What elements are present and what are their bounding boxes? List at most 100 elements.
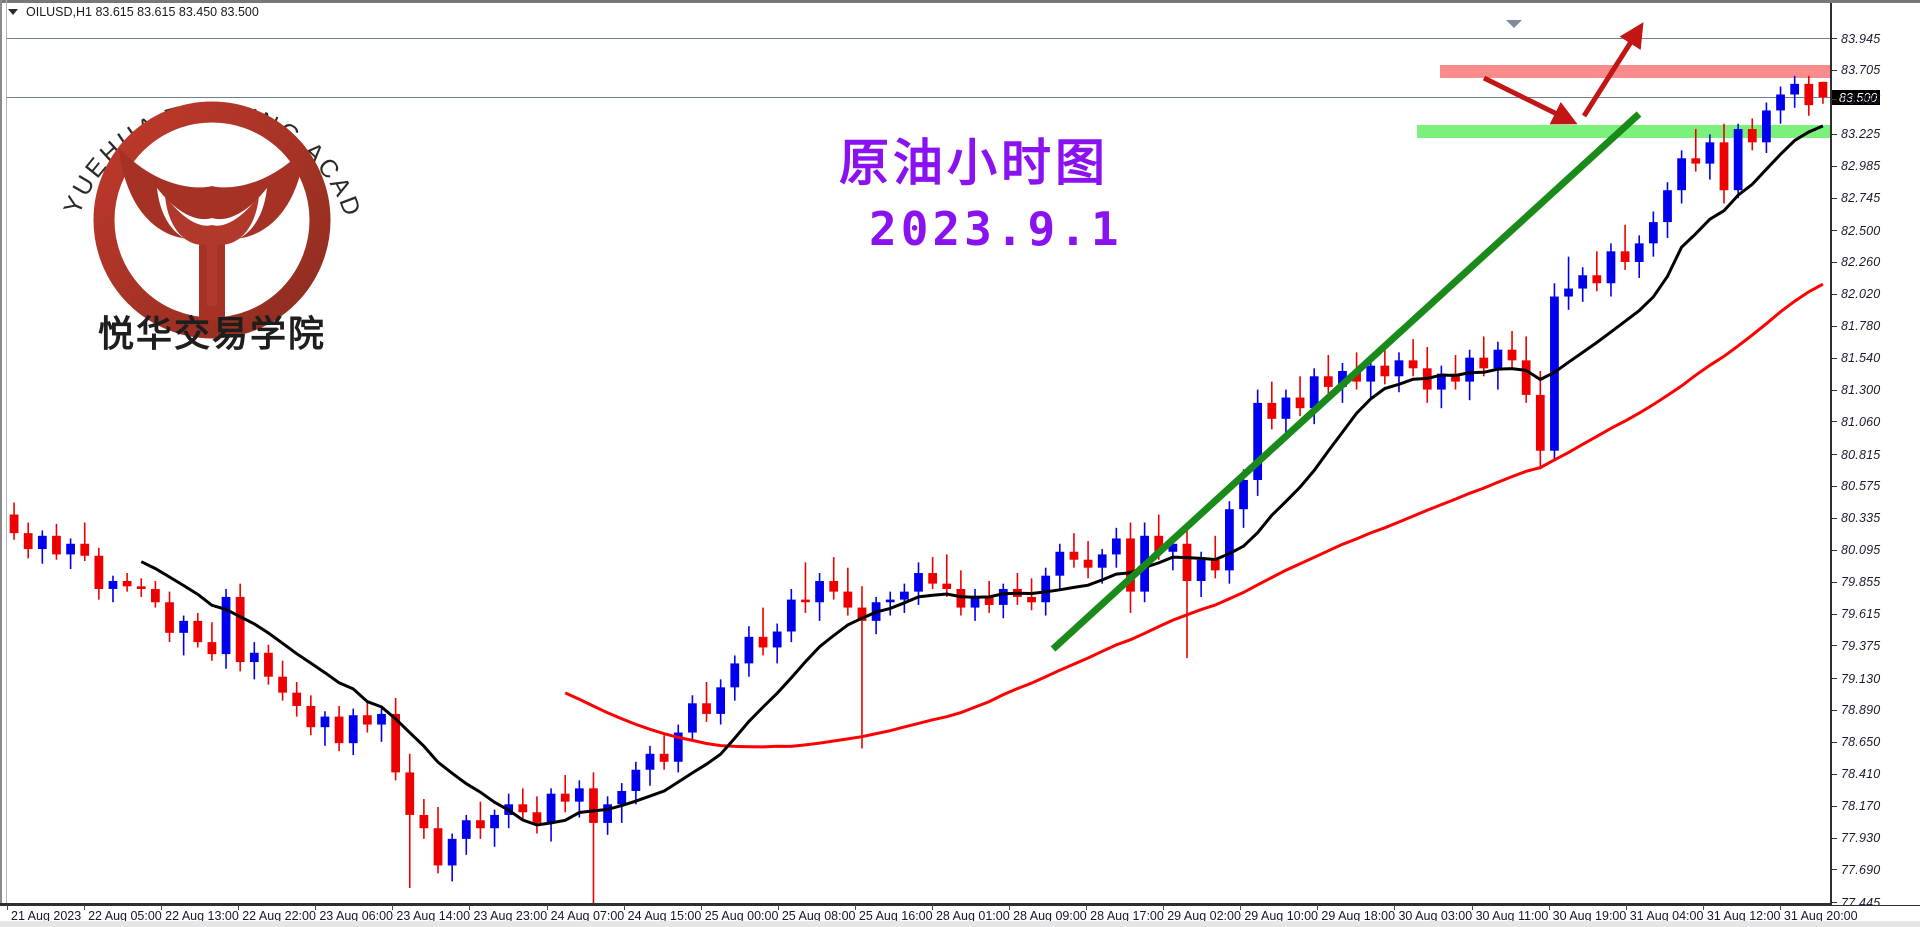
chart-annotation: 原油小时图 2023.9.1	[839, 133, 1123, 253]
price-tick-label: 81.300	[1841, 383, 1881, 398]
candle-body	[1083, 559, 1093, 568]
price-tick-dash	[1832, 69, 1837, 71]
price-scale[interactable]: 83.500 83.945 83.705 83.485 83.225 82.985 82.…	[1832, 3, 1920, 910]
price-tick: 78.650	[1832, 735, 1880, 749]
candle-body	[1507, 349, 1517, 361]
price-tick: 78.410	[1832, 767, 1881, 782]
candle-body	[730, 663, 740, 688]
price-tick-dash	[1832, 709, 1837, 711]
price-tick-dash	[1832, 230, 1837, 232]
uptrend-trendline[interactable]	[1050, 111, 1642, 652]
ma-fast-line	[140, 124, 1824, 827]
time-tick-label: 22 Aug 05:00	[88, 909, 162, 923]
price-tick: 80.815	[1832, 448, 1880, 462]
price-tick-label: 78.170	[1841, 799, 1881, 814]
bullish-arrow[interactable]	[1581, 22, 1644, 118]
candle-body	[1606, 251, 1616, 284]
candle-body	[1790, 83, 1800, 95]
time-tick-separator	[469, 905, 471, 910]
time-tick-separator	[931, 905, 933, 910]
annotation-line-1: 原油小时图	[839, 133, 1109, 192]
time-tick-separator	[315, 905, 317, 910]
drawing-tools-svg[interactable]	[7, 20, 1830, 905]
price-tick: 80.095	[1832, 543, 1880, 557]
time-tick-label: 23 Aug 06:00	[319, 909, 394, 923]
price-tick-label: 82.260	[1841, 255, 1881, 270]
time-tick-separator	[238, 905, 240, 910]
candle-body	[1097, 554, 1107, 568]
price-tick: 82.985	[1832, 159, 1880, 173]
candle-body	[1719, 142, 1729, 191]
price-tick: 82.745	[1832, 191, 1880, 205]
candle-body	[23, 533, 33, 550]
candle-body	[1154, 535, 1164, 552]
candle-body	[94, 555, 104, 589]
price-tick: 77.930	[1832, 831, 1880, 845]
candle-body	[603, 804, 612, 823]
candle-body	[843, 591, 853, 608]
candle-body	[857, 607, 867, 621]
candle-body	[348, 715, 358, 744]
price-tick-dash	[1832, 645, 1837, 647]
candle-body	[574, 788, 584, 802]
candle-body	[801, 599, 810, 603]
candle-body	[1535, 394, 1545, 451]
candle-body	[108, 580, 118, 589]
candle-body	[9, 514, 19, 534]
price-tick: 79.375	[1832, 639, 1880, 653]
price-tick: 81.300	[1832, 383, 1881, 398]
time-tick-separator	[1779, 905, 1781, 910]
price-tick-label: 83.485	[1841, 92, 1881, 107]
candle-body	[758, 636, 768, 648]
candle-body	[1762, 110, 1771, 143]
candle-body	[645, 753, 655, 770]
time-tick-separator	[1163, 905, 1165, 910]
candle-body	[37, 535, 47, 550]
candle-body	[518, 804, 528, 813]
time-tick-label: 30 Aug 19:00	[1552, 909, 1627, 923]
chevron-down-icon[interactable]	[8, 8, 18, 15]
price-tick-dash	[1832, 549, 1837, 551]
chart-plot-area[interactable]: YUEHUA TRADING ACADEMY 悦华交易学院 原油小时图 2023…	[7, 20, 1830, 905]
candle-body	[1804, 83, 1814, 106]
price-tick-dash	[1832, 517, 1837, 519]
price-tick-label: 83.225	[1841, 127, 1881, 142]
candle-body	[1069, 551, 1079, 560]
price-tick-label: 80.335	[1841, 511, 1881, 526]
price-tick-label: 80.575	[1841, 479, 1881, 494]
candle-body	[1493, 349, 1503, 369]
price-tick-dash	[1832, 613, 1837, 615]
price-tick-label: 81.060	[1841, 414, 1881, 429]
candle-body	[320, 716, 330, 728]
candle-body	[278, 676, 287, 693]
symbol-info-bar[interactable]: OILUSD,H1 83.615 83.615 83.450 83.500	[8, 3, 259, 20]
price-tick-dash	[1832, 678, 1837, 680]
candle-body	[151, 588, 160, 603]
candle-body	[165, 602, 174, 633]
candle-body	[52, 535, 61, 555]
candle-body	[1663, 190, 1672, 223]
candle-body	[688, 703, 697, 733]
candle-body	[235, 596, 245, 663]
candle-body	[1309, 376, 1319, 409]
time-tick-separator	[161, 905, 163, 910]
price-tick-dash	[1832, 869, 1837, 871]
candle-body	[716, 687, 726, 714]
price-tick-dash	[1832, 837, 1837, 839]
price-tick-dash	[1832, 454, 1837, 456]
time-tick-label: 23 Aug 14:00	[396, 909, 471, 923]
candle-body	[1239, 479, 1248, 510]
price-tick-label: 78.410	[1841, 767, 1881, 782]
candle-body	[1451, 373, 1460, 382]
plot-bottom-border	[0, 903, 1832, 905]
time-tick-label: 31 Aug 12:00	[1706, 909, 1781, 923]
price-tick: 79.130	[1832, 672, 1880, 686]
candle-body	[264, 652, 273, 677]
bearish-arrow[interactable]	[1482, 75, 1578, 125]
time-tick-label: 31 Aug 04:00	[1629, 909, 1704, 923]
time-tick-label: 25 Aug 08:00	[781, 909, 856, 923]
candle-body	[899, 591, 909, 600]
candle-body	[1521, 360, 1531, 395]
candle-body	[136, 586, 146, 589]
